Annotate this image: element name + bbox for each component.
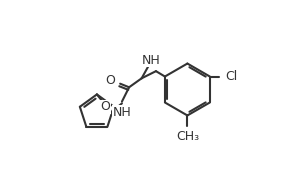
Text: Cl: Cl	[225, 70, 237, 83]
Text: O: O	[105, 74, 115, 87]
Text: NH: NH	[142, 54, 161, 67]
Text: O: O	[100, 100, 110, 113]
Text: CH₃: CH₃	[176, 130, 199, 143]
Text: NH: NH	[112, 106, 131, 119]
